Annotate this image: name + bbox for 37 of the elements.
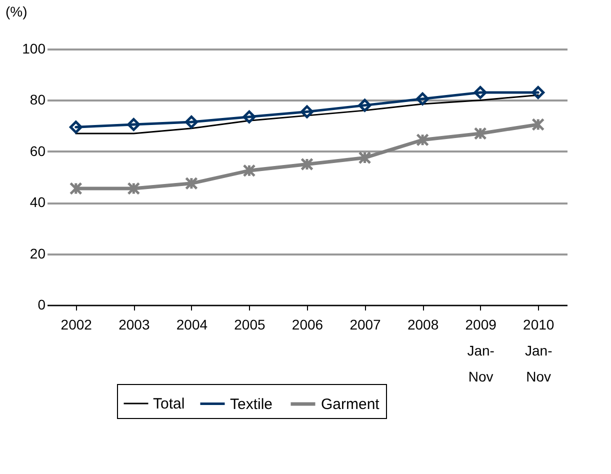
point	[242, 164, 256, 178]
y-axis-title: (%)	[6, 4, 28, 20]
x-tick-label: 2003	[118, 316, 150, 332]
point	[532, 118, 545, 132]
point	[127, 182, 140, 196]
point	[358, 151, 372, 164]
point	[127, 118, 140, 132]
point	[300, 105, 314, 118]
x-tick-label: 2002	[60, 316, 92, 332]
point	[474, 86, 487, 100]
x-tick-label: 2007	[350, 316, 382, 332]
point	[358, 98, 372, 112]
point	[184, 176, 198, 190]
legend-label: Garment	[321, 396, 380, 413]
x-tick-label: 2004	[176, 316, 208, 332]
y-tick-label: 60	[30, 142, 46, 159]
point	[300, 158, 314, 171]
y-tick-label: 80	[30, 92, 46, 108]
legend-label: Total	[153, 396, 185, 412]
point	[532, 86, 545, 100]
point	[69, 120, 82, 134]
point	[184, 115, 198, 128]
legend-label: Textile	[230, 396, 273, 413]
x-tick-label: 2008	[407, 316, 439, 332]
y-tick-label: 20	[30, 245, 46, 262]
point	[474, 126, 487, 140]
y-tick-label: 100	[22, 40, 46, 56]
point	[416, 92, 430, 106]
point	[69, 182, 82, 196]
x-tick-label: 2010 Jan- Nov	[523, 316, 554, 384]
point	[416, 133, 430, 146]
x-tick-label: 2009 Jan- Nov	[465, 316, 497, 384]
x-tick-label: 2005	[234, 316, 266, 332]
y-tick-label: 0	[38, 296, 46, 312]
y-tick-label: 40	[30, 194, 46, 210]
x-tick-label: 2006	[292, 316, 324, 332]
point	[242, 110, 256, 124]
